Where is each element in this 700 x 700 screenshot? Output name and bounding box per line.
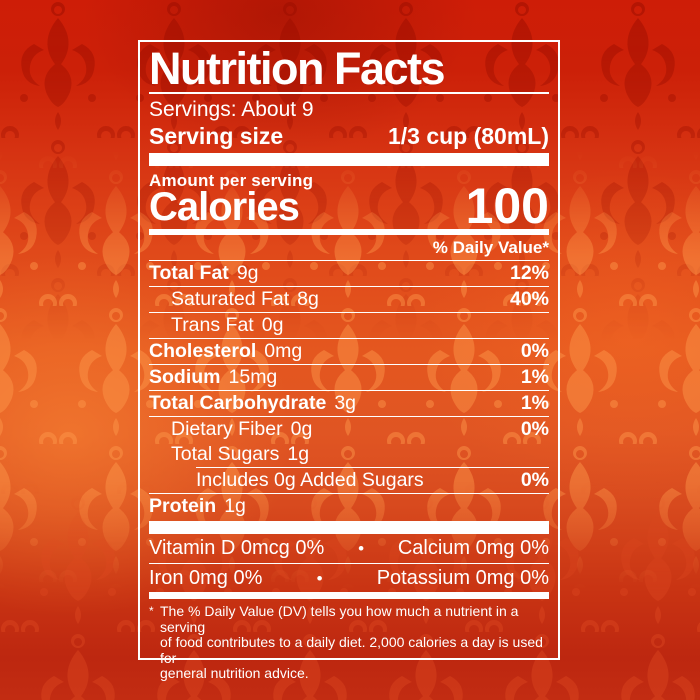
daily-value: 40% xyxy=(509,287,549,310)
daily-value-footnote: * The % Daily Value (DV) tells you how m… xyxy=(149,603,549,682)
serving-size-value: 1/3 cup (80mL) xyxy=(387,122,549,149)
medium-bar-footnote xyxy=(149,592,549,599)
nutrient-row-total-carbohydrate: Total Carbohydrate 3g 1% xyxy=(149,391,549,417)
daily-value: 12% xyxy=(509,261,549,284)
daily-value: 0% xyxy=(520,339,549,362)
daily-value: 0% xyxy=(520,417,549,440)
nutrient-amount: 8g xyxy=(297,287,319,310)
nutrient-name: Protein xyxy=(149,495,217,517)
vitamin-d-value: Vitamin D 0mcg 0% xyxy=(149,537,325,559)
micronutrient-row-2: Iron 0mg 0% • Potassium 0mg 0% xyxy=(149,564,549,592)
nutrient-amount: 15mg xyxy=(228,365,278,388)
potassium-value: Potassium 0mg 0% xyxy=(376,566,549,589)
thick-bar-protein xyxy=(149,521,549,534)
thick-bar-top xyxy=(149,152,549,166)
footnote-asterisk: * xyxy=(149,604,154,618)
daily-value: 1% xyxy=(520,365,549,388)
nutrition-facts-title: Nutrition Facts xyxy=(149,43,446,94)
nutrition-facts-panel: Nutrition Facts Servings: About 9 Servin… xyxy=(138,40,560,681)
nutrient-name: Includes 0g Added Sugars xyxy=(196,469,424,491)
nutrient-name: Total Fat xyxy=(149,261,229,284)
indented-divider xyxy=(196,466,549,468)
calories-row: Calories 100 xyxy=(149,177,549,234)
iron-value: Iron 0mg 0% xyxy=(149,566,263,589)
daily-value: 1% xyxy=(520,391,549,414)
micronutrient-row-1: Vitamin D 0mcg 0% • Calcium 0mg 0% xyxy=(149,534,549,564)
medium-bar-calories xyxy=(149,228,549,235)
nutrient-row-protein: Protein 1g xyxy=(149,494,549,519)
nutrient-name: Trans Fat xyxy=(171,313,254,336)
divider-under-title xyxy=(149,92,549,94)
nutrient-amount: 3g xyxy=(334,391,357,414)
serving-size-row: Serving size 1/3 cup (80mL) xyxy=(149,123,549,150)
calories-value: 100 xyxy=(465,177,549,234)
nutrient-row-saturated-fat: Saturated Fat 8g 40% xyxy=(149,287,549,313)
daily-value: 0% xyxy=(520,469,549,491)
nutrient-row-total-fat: Total Fat 9g 12% xyxy=(149,261,549,287)
nutrient-name: Cholesterol xyxy=(149,339,257,362)
nutrient-amount: 0g xyxy=(261,313,284,336)
nutrient-name: Dietary Fiber xyxy=(171,417,283,440)
nutrient-name: Saturated Fat xyxy=(171,287,290,310)
nutrient-name: Sodium xyxy=(149,365,221,388)
daily-value-header: % Daily Value* xyxy=(149,235,549,261)
bullet-separator: • xyxy=(358,539,365,558)
nutrient-row-cholesterol: Cholesterol 0mg 0% xyxy=(149,339,549,365)
calcium-value: Calcium 0mg 0% xyxy=(397,537,549,559)
nutrient-amount: 9g xyxy=(236,261,259,284)
nutrient-amount: 0mg xyxy=(264,339,303,362)
servings-count: Servings: About 9 xyxy=(149,97,314,121)
nutrient-name: Total Sugars xyxy=(171,442,280,465)
serving-size-label: Serving size xyxy=(149,122,284,149)
nutrient-row-added-sugars: Includes 0g Added Sugars 0% xyxy=(149,468,549,494)
nutrient-amount: 0g xyxy=(290,417,313,440)
nutrient-amount: 1g xyxy=(224,495,246,517)
nutrient-row-sodium: Sodium 15mg 1% xyxy=(149,365,549,391)
bullet-separator: • xyxy=(316,568,323,588)
nutrient-row-dietary-fiber: Dietary Fiber 0g 0% xyxy=(149,417,549,442)
amount-per-serving-label: Amount per serving xyxy=(149,170,314,190)
nutrient-amount: 1g xyxy=(287,442,310,465)
nutrient-name: Total Carbohydrate xyxy=(149,391,327,414)
calories-label: Calories xyxy=(149,184,300,229)
nutrient-row-trans-fat: Trans Fat 0g xyxy=(149,313,549,339)
footnote-text: The % Daily Value (DV) tells you how muc… xyxy=(160,603,543,681)
nutrient-row-total-sugars: Total Sugars 1g xyxy=(149,442,549,467)
